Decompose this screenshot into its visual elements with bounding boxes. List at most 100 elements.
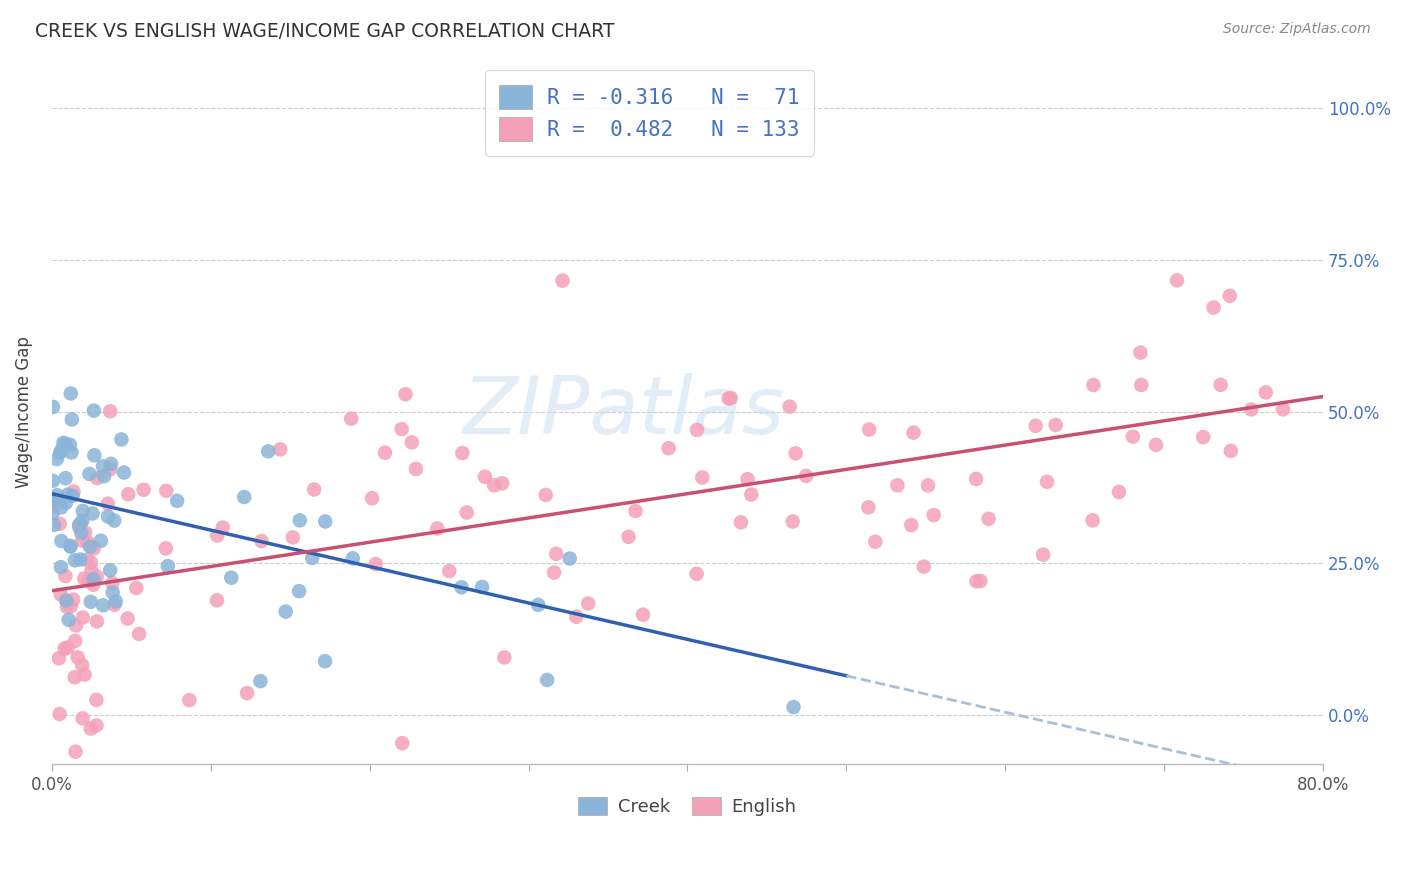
Point xyxy=(1130,378,1153,392)
Point xyxy=(97,509,120,524)
Point xyxy=(59,438,82,452)
Point xyxy=(233,490,256,504)
Point xyxy=(69,517,91,532)
Point xyxy=(98,404,121,418)
Point xyxy=(903,425,925,440)
Point xyxy=(342,551,364,566)
Point xyxy=(565,609,588,624)
Text: Source: ZipAtlas.com: Source: ZipAtlas.com xyxy=(1223,22,1371,37)
Point xyxy=(56,599,79,614)
Point xyxy=(858,500,880,515)
Point xyxy=(72,610,94,624)
Point xyxy=(1122,430,1144,444)
Point xyxy=(86,569,108,583)
Point xyxy=(491,476,513,491)
Point xyxy=(62,592,84,607)
Point xyxy=(58,613,80,627)
Point xyxy=(374,446,396,460)
Point xyxy=(576,597,599,611)
Point xyxy=(965,574,987,589)
Point xyxy=(302,483,325,497)
Point xyxy=(98,563,121,577)
Point xyxy=(49,560,72,574)
Point xyxy=(42,500,65,514)
Point xyxy=(48,651,70,665)
Point xyxy=(132,483,155,497)
Point xyxy=(1219,289,1241,303)
Point xyxy=(211,520,233,534)
Point xyxy=(543,566,565,580)
Point xyxy=(471,580,494,594)
Point xyxy=(55,437,77,451)
Point xyxy=(1129,345,1152,359)
Point xyxy=(314,654,336,668)
Point xyxy=(48,516,70,531)
Point xyxy=(451,446,474,460)
Point xyxy=(1166,273,1188,287)
Point xyxy=(112,466,135,480)
Point xyxy=(281,530,304,544)
Point xyxy=(49,445,72,459)
Point xyxy=(79,467,101,481)
Point xyxy=(1108,485,1130,500)
Point xyxy=(1192,430,1215,444)
Point xyxy=(77,536,100,550)
Point xyxy=(63,670,86,684)
Point xyxy=(83,403,105,417)
Point xyxy=(1272,402,1295,417)
Point xyxy=(288,513,311,527)
Point xyxy=(59,599,82,614)
Point xyxy=(80,564,103,578)
Point xyxy=(527,598,550,612)
Point xyxy=(72,504,94,518)
Point xyxy=(80,722,103,736)
Point xyxy=(52,435,75,450)
Point xyxy=(1045,417,1067,432)
Point xyxy=(534,488,557,502)
Legend: Creek, English: Creek, English xyxy=(569,788,806,825)
Point xyxy=(100,457,122,471)
Point xyxy=(685,566,707,581)
Point xyxy=(977,512,1000,526)
Point xyxy=(63,553,86,567)
Point xyxy=(67,517,90,532)
Point xyxy=(73,571,96,585)
Point xyxy=(93,469,115,483)
Point xyxy=(62,484,84,499)
Point xyxy=(912,559,935,574)
Point xyxy=(42,492,65,507)
Point xyxy=(658,441,681,455)
Point xyxy=(394,387,416,401)
Point xyxy=(922,508,945,522)
Point xyxy=(439,564,461,578)
Point xyxy=(1219,443,1241,458)
Point xyxy=(391,422,413,436)
Point xyxy=(86,471,108,485)
Point xyxy=(886,478,908,492)
Point xyxy=(207,528,229,542)
Point xyxy=(51,443,73,458)
Point xyxy=(257,444,280,458)
Point xyxy=(51,533,73,548)
Point xyxy=(624,504,647,518)
Point xyxy=(55,496,77,510)
Point xyxy=(98,462,121,476)
Point xyxy=(155,541,177,556)
Point xyxy=(77,574,100,588)
Point xyxy=(737,472,759,486)
Point xyxy=(551,274,574,288)
Point xyxy=(80,556,103,570)
Point xyxy=(82,574,104,588)
Point xyxy=(494,650,516,665)
Point xyxy=(361,491,384,506)
Point xyxy=(83,448,105,462)
Point xyxy=(401,435,423,450)
Point xyxy=(70,658,93,673)
Point xyxy=(794,468,817,483)
Point xyxy=(56,488,79,502)
Point xyxy=(117,487,139,501)
Point xyxy=(63,634,86,648)
Point xyxy=(91,459,114,474)
Point xyxy=(720,391,742,405)
Point xyxy=(103,514,125,528)
